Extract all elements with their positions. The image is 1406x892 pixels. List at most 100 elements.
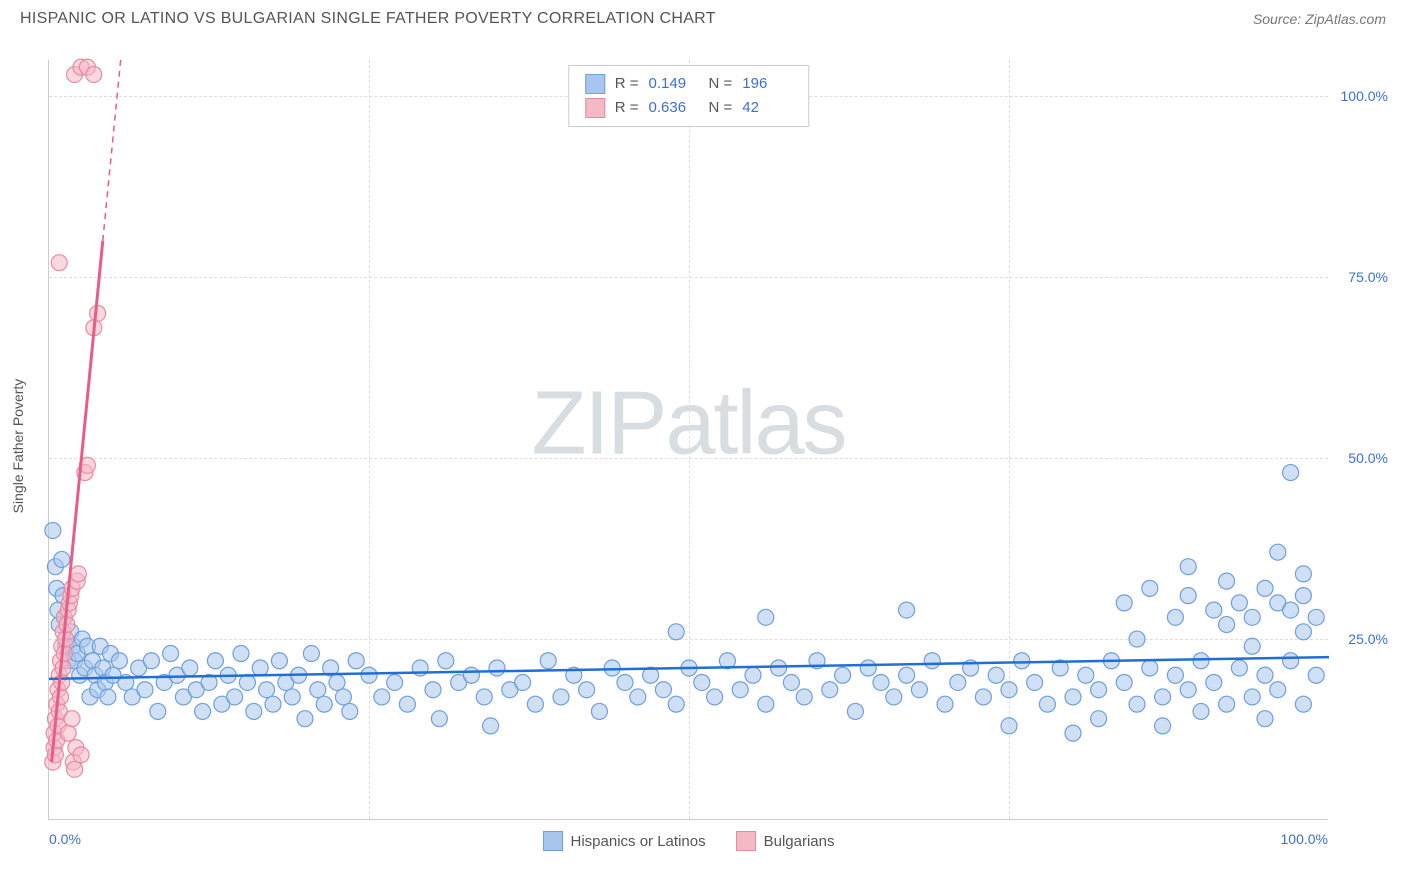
- data-point: [1167, 667, 1183, 683]
- chart-source: Source: ZipAtlas.com: [1253, 11, 1386, 27]
- data-point: [1295, 624, 1311, 640]
- data-point: [988, 667, 1004, 683]
- data-point: [64, 711, 80, 727]
- data-point: [55, 660, 71, 676]
- data-point: [1001, 718, 1017, 734]
- legend-item-pink: Bulgarians: [736, 831, 835, 851]
- data-point: [1257, 667, 1273, 683]
- n-label: N =: [709, 72, 733, 96]
- data-point: [483, 718, 499, 734]
- data-point: [54, 551, 70, 567]
- data-point: [316, 696, 332, 712]
- data-point: [297, 711, 313, 727]
- data-point: [1155, 689, 1171, 705]
- data-point: [694, 674, 710, 690]
- data-point: [1129, 631, 1145, 647]
- data-point: [227, 689, 243, 705]
- legend-label-blue: Hispanics or Latinos: [571, 833, 706, 850]
- data-point: [150, 703, 166, 719]
- data-point: [137, 682, 153, 698]
- data-point: [1078, 667, 1094, 683]
- data-point: [1180, 682, 1196, 698]
- r-label-2: R =: [615, 96, 639, 120]
- data-point: [771, 660, 787, 676]
- plot-svg: [49, 60, 1328, 819]
- data-point: [1295, 696, 1311, 712]
- data-point: [438, 653, 454, 669]
- data-point: [1283, 465, 1299, 481]
- data-point: [271, 653, 287, 669]
- data-point: [361, 667, 377, 683]
- data-point: [374, 689, 390, 705]
- data-point: [54, 674, 70, 690]
- data-point: [195, 703, 211, 719]
- data-point: [899, 602, 915, 618]
- data-point: [1180, 588, 1196, 604]
- legend-swatch-pink-bottom: [736, 831, 756, 851]
- data-point: [431, 711, 447, 727]
- data-point: [1244, 689, 1260, 705]
- data-point: [886, 689, 902, 705]
- data-point: [284, 689, 300, 705]
- data-point: [259, 682, 275, 698]
- x-tick-0: 0.0%: [49, 831, 81, 847]
- data-point: [668, 624, 684, 640]
- data-point: [1180, 559, 1196, 575]
- data-point: [975, 689, 991, 705]
- data-point: [1308, 609, 1324, 625]
- data-point: [70, 566, 86, 582]
- legend-item-blue: Hispanics or Latinos: [543, 831, 706, 851]
- data-point: [67, 761, 83, 777]
- chart-title: HISPANIC OR LATINO VS BULGARIAN SINGLE F…: [20, 10, 716, 28]
- r-value-pink: 0.636: [649, 96, 699, 120]
- data-point: [303, 646, 319, 662]
- data-point: [1257, 580, 1273, 596]
- data-point: [51, 255, 67, 271]
- data-point: [329, 674, 345, 690]
- data-point: [847, 703, 863, 719]
- data-point: [1257, 711, 1273, 727]
- data-point: [1193, 653, 1209, 669]
- data-point: [1219, 617, 1235, 633]
- data-point: [822, 682, 838, 698]
- data-point: [1295, 566, 1311, 582]
- data-point: [783, 674, 799, 690]
- data-point: [1244, 609, 1260, 625]
- data-point: [1193, 703, 1209, 719]
- y-tick-label: 50.0%: [1348, 450, 1388, 466]
- data-point: [47, 747, 63, 763]
- legend-series: Hispanics or Latinos Bulgarians: [543, 831, 835, 851]
- data-point: [60, 725, 76, 741]
- n-value-blue: 196: [742, 72, 792, 96]
- data-point: [1167, 609, 1183, 625]
- data-point: [732, 682, 748, 698]
- data-point: [73, 747, 89, 763]
- data-point: [1091, 682, 1107, 698]
- source-prefix: Source:: [1253, 11, 1305, 27]
- x-tick-100: 100.0%: [1281, 831, 1328, 847]
- data-point: [1219, 696, 1235, 712]
- data-point: [796, 689, 812, 705]
- data-point: [758, 696, 774, 712]
- data-point: [425, 682, 441, 698]
- data-point: [758, 609, 774, 625]
- legend-swatch-blue-bottom: [543, 831, 563, 851]
- data-point: [860, 660, 876, 676]
- data-point: [835, 667, 851, 683]
- data-point: [1091, 711, 1107, 727]
- data-point: [1129, 696, 1145, 712]
- data-point: [342, 703, 358, 719]
- data-point: [182, 660, 198, 676]
- data-point: [100, 689, 116, 705]
- data-point: [1001, 682, 1017, 698]
- data-point: [668, 696, 684, 712]
- data-point: [899, 667, 915, 683]
- data-point: [239, 674, 255, 690]
- y-tick-label: 100.0%: [1341, 88, 1388, 104]
- trend-line: [103, 60, 121, 241]
- data-point: [233, 646, 249, 662]
- data-point: [1283, 653, 1299, 669]
- data-point: [111, 653, 127, 669]
- data-point: [348, 653, 364, 669]
- data-point: [1308, 667, 1324, 683]
